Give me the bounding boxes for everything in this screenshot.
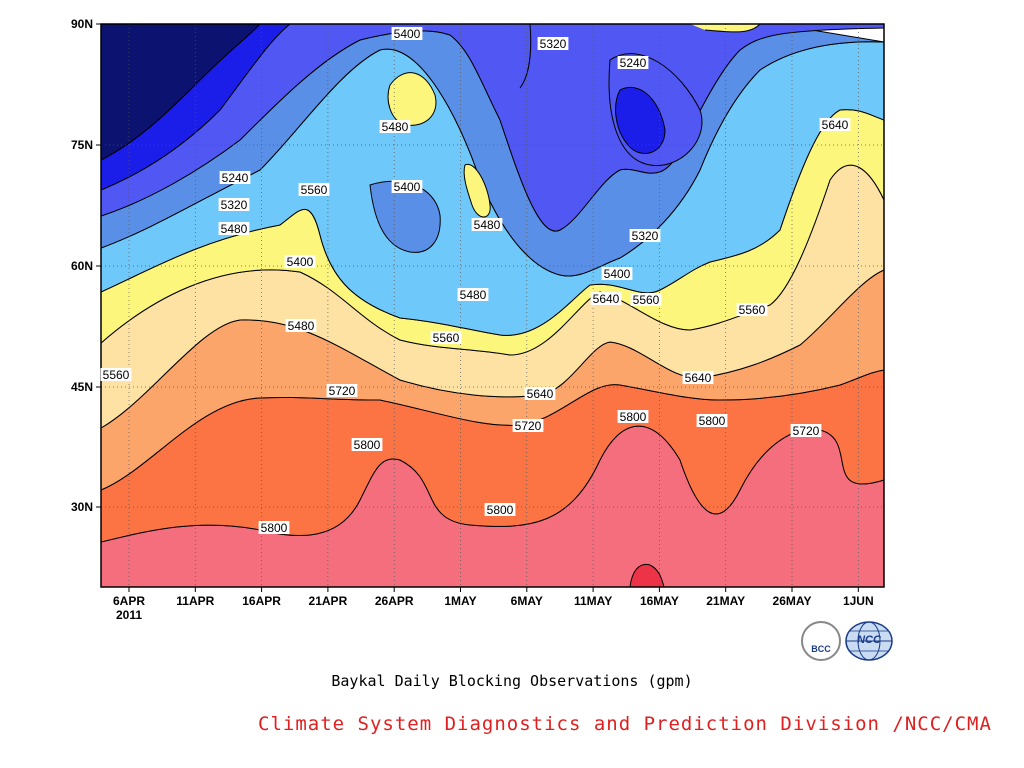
contour-label-bg bbox=[379, 120, 411, 133]
contour-label: 5800 bbox=[620, 410, 647, 424]
contour-label-bg bbox=[284, 255, 316, 268]
contour-label-bg bbox=[819, 118, 851, 131]
contour-label-bg bbox=[682, 371, 714, 384]
contour-label-bg bbox=[736, 303, 768, 316]
contour-label-bg bbox=[512, 419, 544, 432]
ncc-logo: NCC bbox=[845, 621, 893, 661]
contour-chart: 6APR 11APR 16APR 21APR 26APR 1MAY 6MAY 11MAY 16M… bbox=[71, 17, 885, 622]
contour-label: 5320 bbox=[540, 37, 567, 51]
contour-label-bg bbox=[100, 368, 132, 381]
x-tick-label: 26MAY bbox=[773, 594, 812, 608]
contour-label: 5400 bbox=[604, 267, 631, 281]
contour-label-bg bbox=[484, 503, 516, 516]
x-tick-label: 1JUN bbox=[843, 594, 874, 608]
contour-label: 5480 bbox=[474, 218, 501, 232]
contour-label-bg bbox=[218, 222, 250, 235]
contour-label-bg bbox=[457, 288, 489, 301]
plot-border bbox=[100, 23, 885, 588]
contour-label: 5400 bbox=[394, 180, 421, 194]
contour-label: 5400 bbox=[287, 255, 314, 269]
contour-label-bg bbox=[524, 387, 556, 400]
y-tick-label: 90N bbox=[71, 17, 93, 31]
x-tick-label: 6MAY bbox=[511, 594, 543, 608]
contour-label: 5640 bbox=[685, 371, 712, 385]
contour-label-bg bbox=[430, 331, 462, 344]
contour-label-bg bbox=[219, 171, 251, 184]
contour-label: 5480 bbox=[460, 288, 487, 302]
contour-label: 5640 bbox=[822, 118, 849, 132]
y-tick-label: 60N bbox=[71, 259, 93, 273]
contour-label-bg bbox=[218, 198, 250, 211]
contour-label-bg bbox=[790, 424, 822, 437]
x-tick-label: 21MAY bbox=[706, 594, 745, 608]
contour-label-bg bbox=[630, 293, 662, 306]
plot-frame bbox=[100, 23, 885, 588]
x-tick-label: 21APR bbox=[309, 594, 348, 608]
axis-ticks: 6APR 11APR 16APR 21APR 26APR 1MAY 6MAY 11MAY 16M… bbox=[71, 17, 874, 622]
x-year-label: 2011 bbox=[116, 608, 142, 622]
bcc-logo: BCC bbox=[801, 621, 841, 661]
contour-blob bbox=[387, 72, 437, 126]
contour-blob bbox=[629, 563, 665, 588]
contour-label: 5320 bbox=[632, 229, 659, 243]
contour-blob bbox=[463, 163, 491, 218]
contour-label: 5560 bbox=[739, 303, 766, 317]
contour-label-bg bbox=[537, 37, 569, 50]
contour-label: 5560 bbox=[301, 183, 328, 197]
contour-label: 5800 bbox=[354, 438, 381, 452]
x-tick-label: 6APR bbox=[113, 594, 145, 608]
contour-label: 5240 bbox=[620, 56, 647, 70]
contour-label-bg bbox=[285, 319, 317, 332]
y-tick-label: 30N bbox=[71, 500, 93, 514]
contour-label-bg bbox=[590, 292, 622, 305]
contour-label: 5560 bbox=[103, 368, 130, 382]
x-tick-label: 16MAY bbox=[640, 594, 679, 608]
contour-label: 5800 bbox=[487, 503, 514, 517]
contour-label-bg bbox=[391, 27, 423, 40]
contour-labels: 5400 5320 5240 5480 5400 5240 5320 5480 5400 5480… bbox=[100, 27, 851, 535]
contour-label-bg bbox=[617, 56, 649, 69]
contour-label: 5640 bbox=[593, 292, 620, 306]
contour-label-bg bbox=[601, 267, 633, 280]
contour-label-bg bbox=[258, 521, 290, 534]
contour-label-bg bbox=[391, 180, 423, 193]
contour-label: 5400 bbox=[394, 27, 421, 41]
contour-label: 5720 bbox=[329, 384, 356, 398]
contour-label: 5560 bbox=[633, 293, 660, 307]
contour-label-bg bbox=[351, 438, 383, 451]
x-tick-label: 11APR bbox=[176, 594, 214, 608]
contour-label: 5240 bbox=[222, 171, 249, 185]
contour-label: 5320 bbox=[221, 198, 248, 212]
x-tick-label: 1MAY bbox=[444, 594, 476, 608]
contour-band bbox=[100, 23, 262, 161]
contour-label: 5800 bbox=[261, 521, 288, 535]
contour-blob bbox=[615, 86, 666, 154]
contour-label: 5720 bbox=[793, 424, 820, 438]
y-tick-label: 75N bbox=[71, 138, 93, 152]
contour-label-bg bbox=[298, 183, 330, 196]
contour-label-bg bbox=[326, 384, 358, 397]
globe-icon bbox=[845, 621, 893, 661]
bcc-logo-text: BCC bbox=[811, 644, 831, 654]
contour-label: 5480 bbox=[221, 222, 248, 236]
contour-label: 5480 bbox=[288, 319, 315, 333]
contour-label: 5720 bbox=[515, 419, 542, 433]
contour-label-bg bbox=[617, 410, 649, 423]
credit-text: Climate System Diagnostics and Predictio… bbox=[258, 713, 992, 735]
contour-label: 5480 bbox=[382, 120, 409, 134]
contour-label: 5640 bbox=[527, 387, 554, 401]
y-tick-label: 45N bbox=[71, 380, 93, 394]
ncc-logo-text: NCC bbox=[857, 634, 881, 646]
contour-label-bg bbox=[696, 414, 728, 427]
chart-title: Baykal Daily Blocking Observations (gpm) bbox=[331, 672, 693, 690]
x-tick-label: 26APR bbox=[375, 594, 414, 608]
contour-label-bg bbox=[471, 218, 503, 231]
contour-label: 5800 bbox=[699, 414, 726, 428]
x-tick-label: 16APR bbox=[242, 594, 281, 608]
contour-label: 5560 bbox=[433, 331, 460, 345]
x-tick-label: 11MAY bbox=[574, 594, 612, 608]
contour-label-bg bbox=[629, 229, 661, 242]
